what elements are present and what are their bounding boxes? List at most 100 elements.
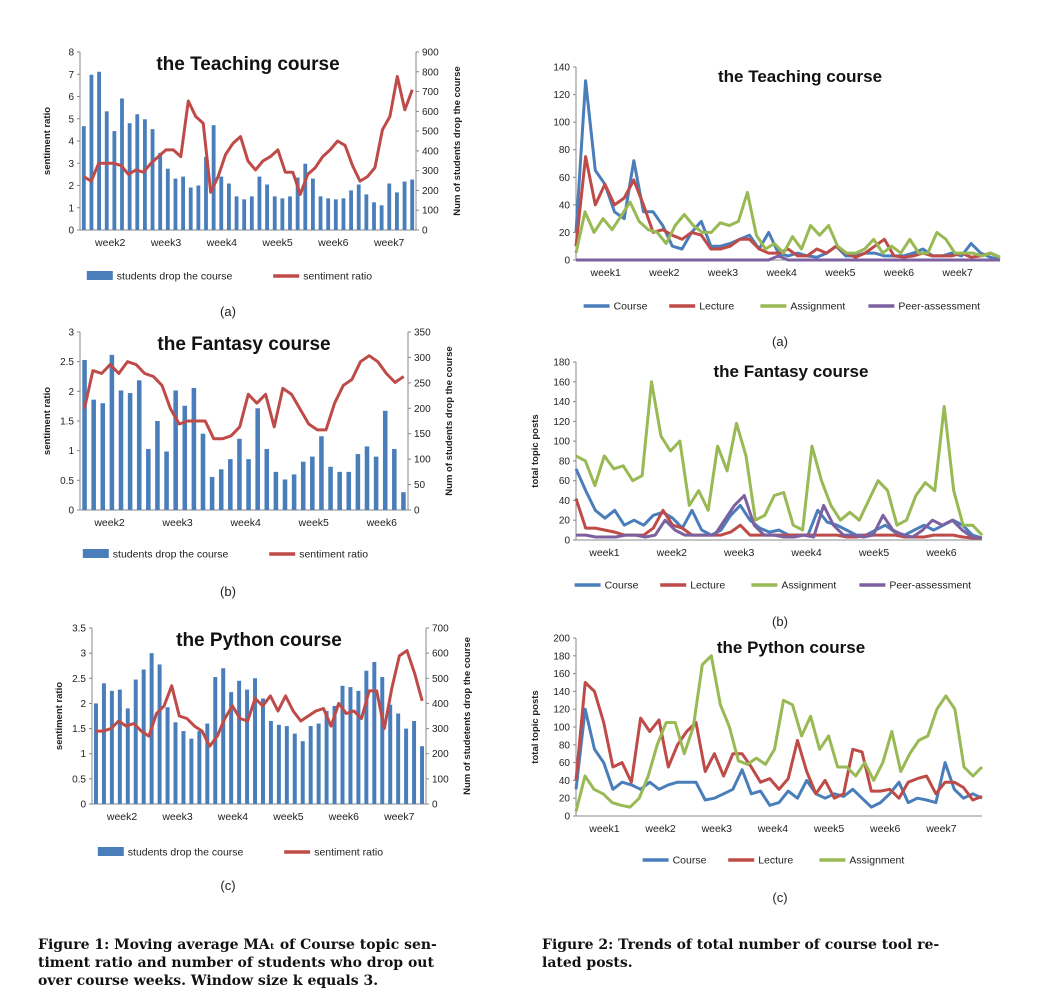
fig2b-sublabel: (b) bbox=[772, 614, 788, 629]
fig1a-bar bbox=[295, 177, 300, 230]
fig1b-bar bbox=[373, 456, 379, 510]
fig2c-tick-label-left: 180 bbox=[553, 651, 570, 662]
fig1c-bar bbox=[380, 677, 385, 804]
fig1b-bar bbox=[209, 476, 215, 510]
fig2c-chart: 0 20 40 60 80 100 120 140 160 180 200 total topic p… bbox=[530, 634, 984, 867]
fig1c-tick-label-right: 200 bbox=[432, 749, 449, 760]
fig2a-week-label: week6 bbox=[883, 267, 915, 279]
fig1a-bar bbox=[104, 111, 109, 230]
fig1b-week-label: week2 bbox=[93, 517, 125, 529]
fig1b-bar bbox=[237, 438, 242, 510]
fig1a-bar bbox=[364, 194, 369, 230]
fig1a-tick-label-right: 0 bbox=[422, 226, 428, 237]
fig1b-bar bbox=[146, 448, 151, 510]
fig1b-bar bbox=[282, 479, 288, 510]
fig1b-sentiment-line bbox=[82, 354, 405, 441]
fig2c-tick-label-left: 20 bbox=[559, 794, 571, 805]
fig1b-bar bbox=[346, 471, 352, 510]
fig1a-bar bbox=[112, 131, 117, 230]
fig2c-tick-label-left: 140 bbox=[553, 687, 570, 698]
fig1b-tick-label-left: 1 bbox=[68, 446, 74, 457]
fig1b-bar bbox=[200, 433, 206, 510]
fig2b-axis-label-left: total topic posts bbox=[530, 414, 541, 487]
fig1a-week-label: week3 bbox=[150, 237, 182, 249]
fig1a-week-label: week5 bbox=[261, 237, 293, 249]
fig1b-bar bbox=[255, 408, 260, 510]
fig1b-tick-label-right: 300 bbox=[414, 353, 431, 364]
figure2-caption: Figure 2: Trends of total number of cour… bbox=[542, 936, 1022, 972]
fig1c-bar bbox=[372, 661, 377, 804]
fig2b-tick-label-left: 20 bbox=[559, 516, 571, 527]
fig1c-bar bbox=[412, 721, 417, 804]
fig2b-week-label: week1 bbox=[588, 547, 620, 559]
fig2a-legend-label: Peer-assessment bbox=[898, 301, 980, 313]
fig1a-week-label: week6 bbox=[317, 237, 349, 249]
fig1a-tick-label-right: 600 bbox=[422, 107, 439, 118]
fig1a-tick-label-left: 5 bbox=[68, 114, 74, 125]
fig2b-week-label: week3 bbox=[723, 547, 755, 559]
fig2c-tick-label-left: 200 bbox=[553, 634, 570, 645]
fig2a-week-label: week2 bbox=[648, 267, 680, 279]
fig1b-bar bbox=[109, 354, 115, 510]
fig1c-bar bbox=[189, 738, 194, 804]
fig2a-legend-label: Course bbox=[614, 301, 648, 313]
fig1b-bar bbox=[246, 459, 251, 510]
fig2b-tick-label-left: 140 bbox=[553, 397, 570, 408]
fig1c-bar bbox=[237, 680, 242, 804]
fig1b-bar bbox=[91, 399, 96, 510]
fig1b-tick-label-right: 250 bbox=[414, 378, 431, 389]
fig1c-bar bbox=[181, 731, 186, 804]
fig1c-tick-label-right: 600 bbox=[432, 649, 449, 660]
fig1c-tick-label-right: 100 bbox=[432, 774, 449, 785]
fig1b-tick-label-left: 3 bbox=[68, 328, 74, 339]
fig1c-bar bbox=[316, 723, 321, 804]
figure1-caption-line: Figure 1: Moving average MAₜ of Course t… bbox=[38, 937, 437, 953]
fig1c-sublabel: (c) bbox=[220, 878, 236, 893]
fig1c-week-label: week7 bbox=[383, 811, 415, 823]
fig1c-bar bbox=[420, 746, 425, 804]
figure1-caption-line: over course weeks. Window size k equals … bbox=[38, 973, 379, 989]
fig2a-tick-label-left: 0 bbox=[564, 256, 570, 267]
fig1c-bar bbox=[93, 703, 98, 804]
fig1a-bar bbox=[234, 196, 239, 230]
fig2a-series-lecture bbox=[574, 155, 1001, 259]
fig2a-legend-label: Assignment bbox=[790, 301, 845, 313]
fig1b-bar bbox=[264, 448, 270, 510]
fig2a-tick-label-left: 120 bbox=[553, 90, 570, 101]
fig2c-title: the Python course bbox=[717, 638, 865, 657]
fig1a-tick-label-right: 800 bbox=[422, 67, 439, 78]
fig1a-bar bbox=[318, 196, 323, 230]
fig1a-bar bbox=[249, 196, 254, 230]
fig1c-bar bbox=[356, 690, 361, 804]
fig1b-bar bbox=[364, 446, 370, 510]
fig1b-bar bbox=[328, 466, 333, 510]
fig1c-bar bbox=[332, 705, 337, 804]
fig1c-bar bbox=[109, 690, 114, 804]
fig1a-bar bbox=[211, 125, 216, 230]
fig1b-tick-label-right: 350 bbox=[414, 328, 431, 339]
fig1c-tick-label-right: 0 bbox=[432, 800, 438, 811]
fig2a-week-label: week5 bbox=[824, 267, 856, 279]
fig1c-week-label: week2 bbox=[106, 811, 138, 823]
fig1b-bar bbox=[136, 380, 142, 510]
fig1a-tick-label-right: 200 bbox=[422, 186, 439, 197]
fig1a-tick-label-right: 700 bbox=[422, 87, 439, 98]
fig1c-bar bbox=[324, 710, 329, 804]
fig1b-tick-label-left: 2 bbox=[68, 387, 74, 398]
fig1a-bar bbox=[410, 179, 415, 230]
fig1a-sentiment-line bbox=[82, 75, 414, 196]
fig1a-bar bbox=[135, 114, 140, 230]
fig1b-week-label: week6 bbox=[366, 517, 398, 529]
fig1b-axis-label-right: Num of students drop the course bbox=[444, 346, 455, 495]
fig1b-tick-label-right: 100 bbox=[414, 455, 431, 466]
fig1a-bar bbox=[165, 168, 170, 230]
fig1a-axis-label-left: sentiment ratio bbox=[42, 107, 53, 175]
fig1c-bar bbox=[300, 741, 305, 804]
fig1a-bar bbox=[311, 178, 315, 230]
fig1c-tick-label-right: 500 bbox=[432, 674, 449, 685]
fig1a-bar bbox=[204, 156, 208, 230]
fig2a-week-label: week3 bbox=[707, 267, 739, 279]
fig1a-legend-label: sentiment ratio bbox=[303, 271, 372, 283]
fig1c-axis-label-left: sentiment ratio bbox=[54, 682, 65, 750]
fig1b-bar bbox=[291, 474, 297, 510]
